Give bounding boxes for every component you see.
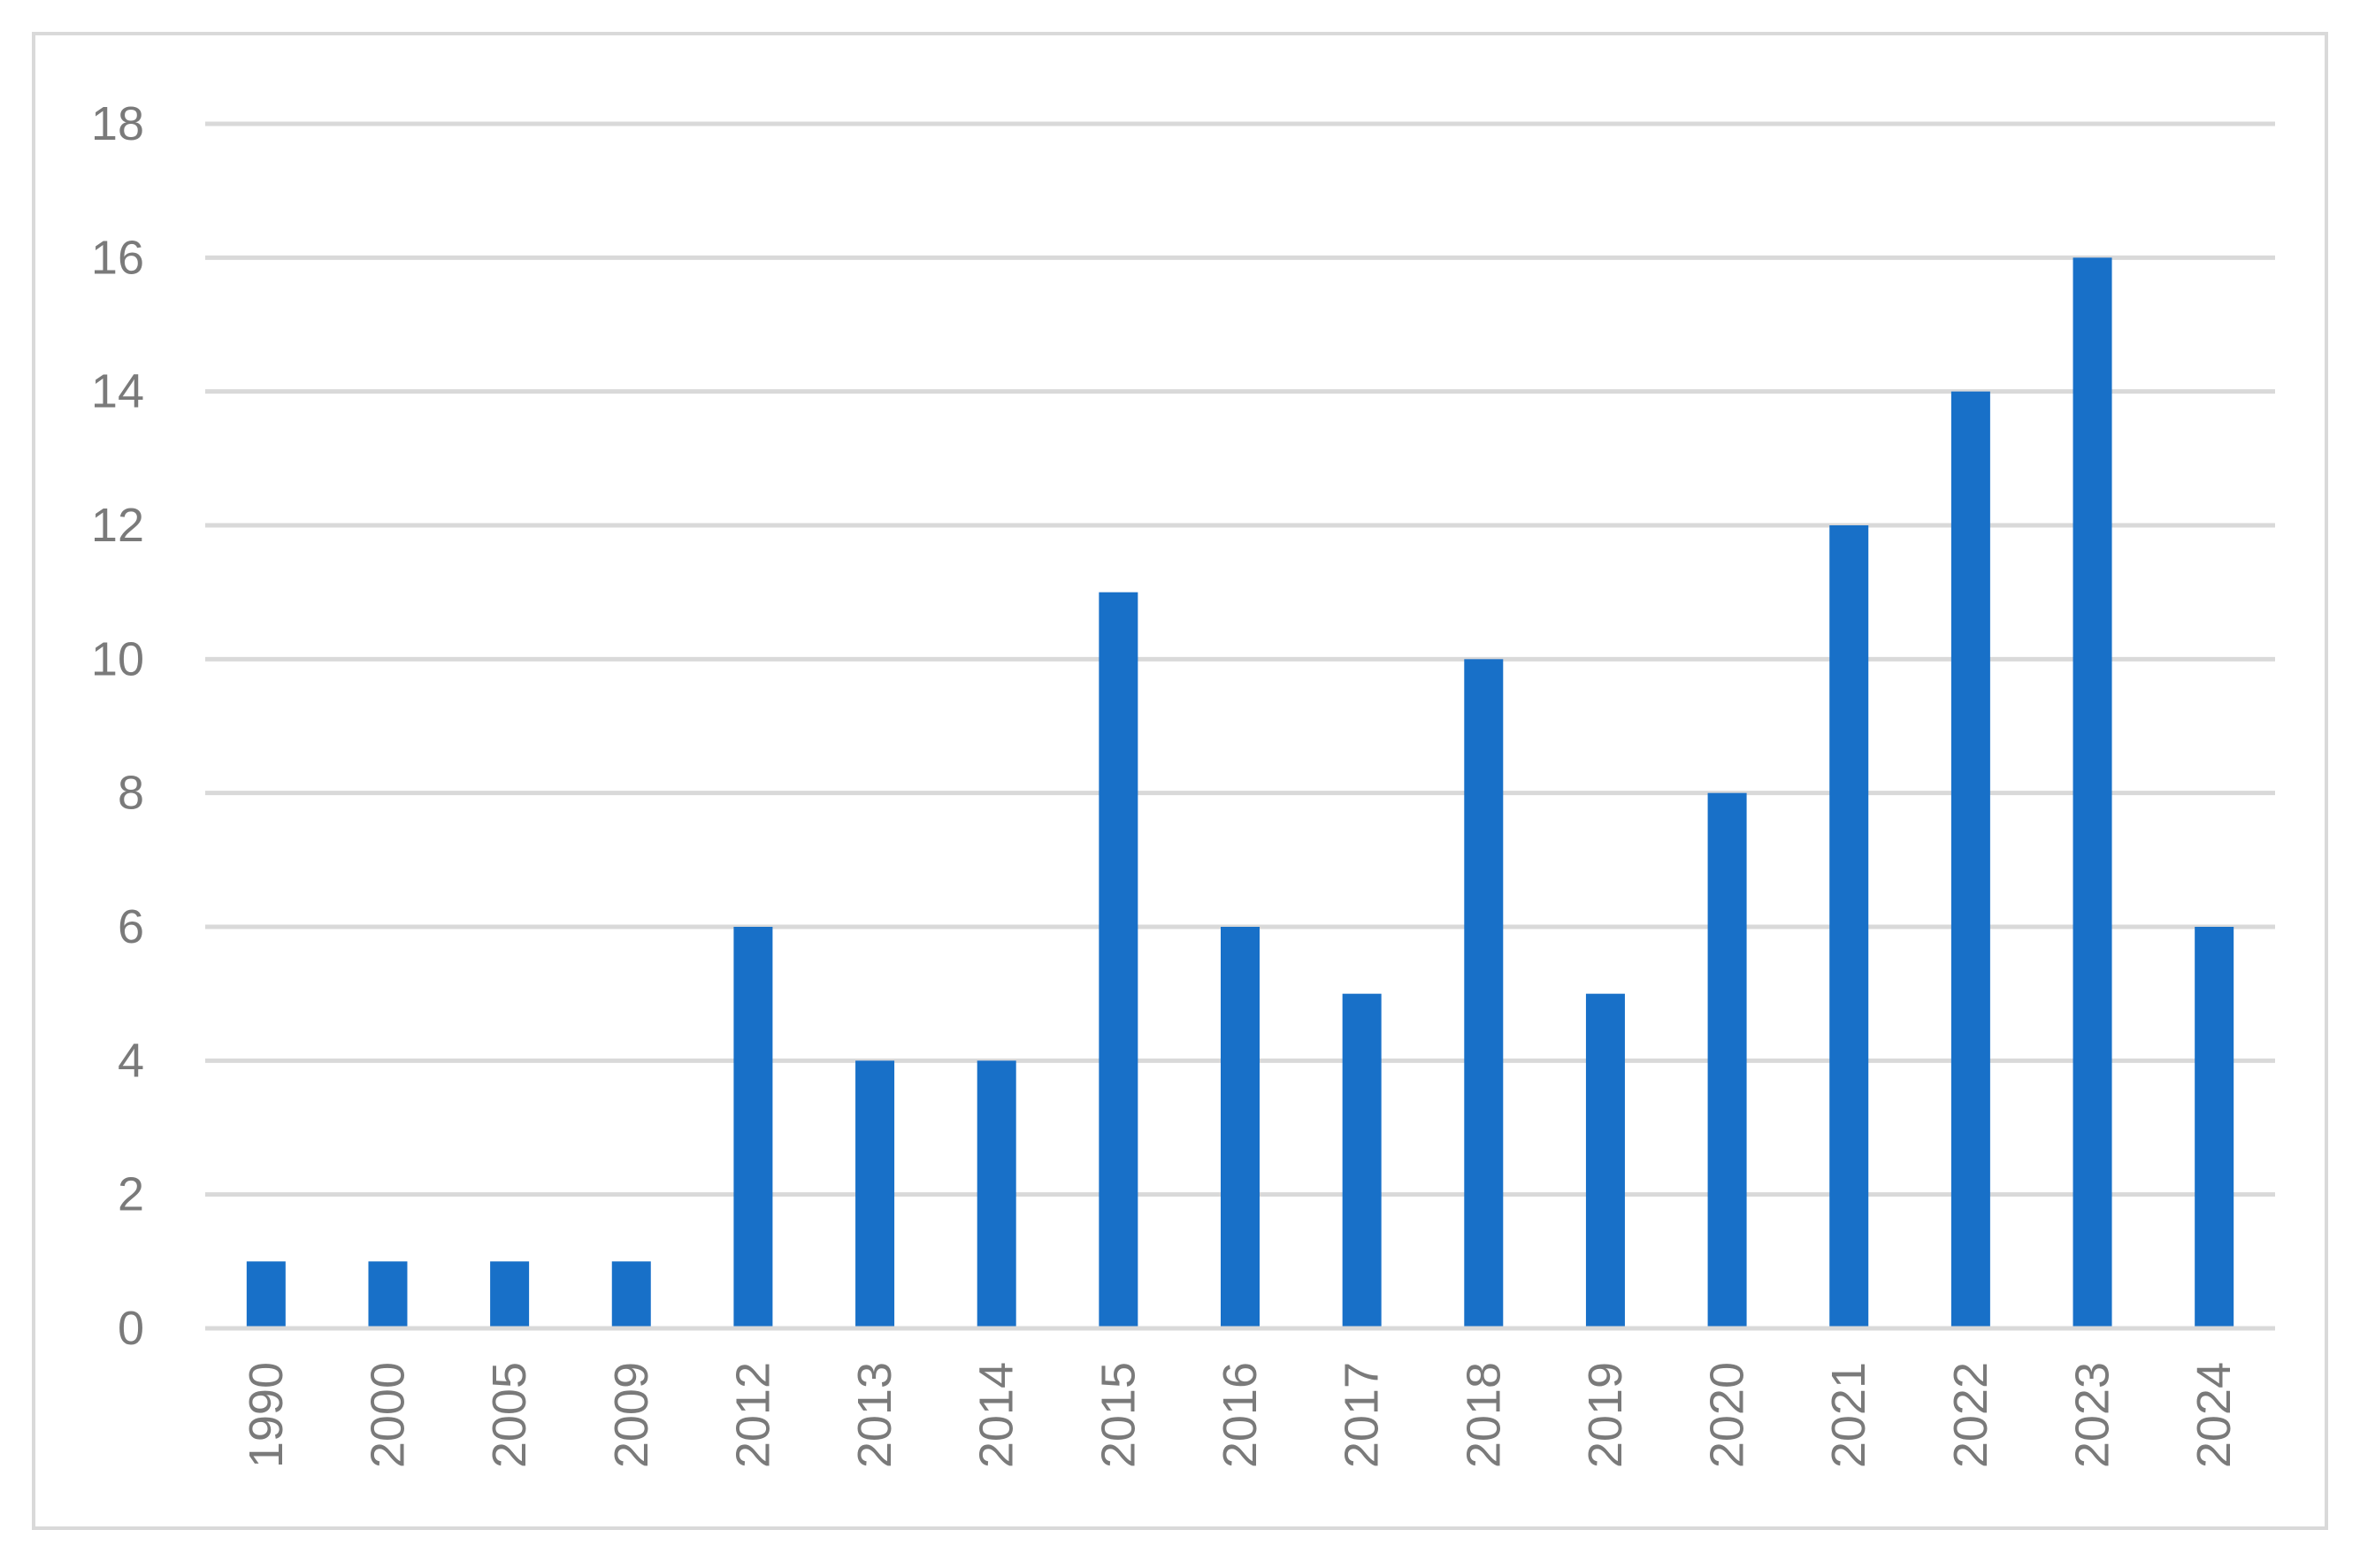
x-tick-label: 2013 — [848, 1362, 901, 1468]
bar-2009 — [611, 1261, 651, 1328]
bar-2016 — [1221, 927, 1260, 1328]
x-tick-label: 2017 — [1336, 1362, 1389, 1468]
x-tick-label: 2019 — [1579, 1362, 1632, 1468]
bar-2000 — [368, 1261, 408, 1328]
bar-2017 — [1342, 993, 1382, 1328]
y-tick-label: 18 — [91, 97, 144, 150]
bar-1990 — [246, 1261, 286, 1328]
bar-2018 — [1464, 659, 1504, 1328]
bar-2014 — [977, 1060, 1016, 1328]
bar-2013 — [855, 1060, 895, 1328]
x-tick-label: 2024 — [2188, 1362, 2241, 1468]
x-tick-label: 2014 — [970, 1362, 1023, 1468]
x-tick-label: 2018 — [1457, 1362, 1510, 1468]
bar-2019 — [1585, 993, 1625, 1328]
y-tick-label: 14 — [91, 365, 144, 418]
y-tick-label: 4 — [118, 1034, 144, 1087]
x-axis-ticks: 1990 2000 2005 2009 2012 2013 2014 2015 2016 2017… — [240, 1362, 2241, 1468]
bar-2021 — [1829, 525, 1869, 1328]
x-tick-label: 2015 — [1092, 1362, 1145, 1468]
y-tick-label: 2 — [118, 1168, 144, 1221]
bars — [205, 257, 2275, 1331]
x-tick-label: 2021 — [1822, 1362, 1875, 1468]
y-tick-label: 10 — [91, 632, 144, 685]
x-tick-label: 2005 — [483, 1362, 536, 1468]
bar-2022 — [1950, 391, 1990, 1329]
x-tick-label: 2020 — [1701, 1362, 1754, 1468]
y-axis-ticks: 0 2 4 6 8 10 12 14 16 18 — [91, 97, 144, 1355]
bar-2020 — [1707, 792, 1747, 1328]
x-tick-label: 2022 — [1944, 1362, 1997, 1468]
x-tick-label: 2009 — [605, 1362, 658, 1468]
y-tick-label: 0 — [118, 1302, 144, 1355]
x-tick-label: 2016 — [1214, 1362, 1267, 1468]
y-tick-label: 6 — [118, 900, 144, 953]
bar-2023 — [2073, 257, 2112, 1328]
x-tick-label: 2012 — [726, 1362, 779, 1468]
bar-2012 — [733, 927, 773, 1328]
chart-border — [32, 32, 2328, 1530]
y-tick-label: 16 — [91, 231, 144, 284]
y-tick-label: 12 — [91, 499, 144, 552]
bar-2024 — [2195, 927, 2234, 1328]
y-tick-label: 8 — [118, 767, 144, 820]
bar-2005 — [490, 1261, 530, 1328]
bar-2015 — [1099, 592, 1138, 1328]
x-tick-label: 2000 — [361, 1362, 414, 1468]
x-tick-label: 2023 — [2066, 1362, 2119, 1468]
x-tick-label: 1990 — [240, 1362, 293, 1468]
